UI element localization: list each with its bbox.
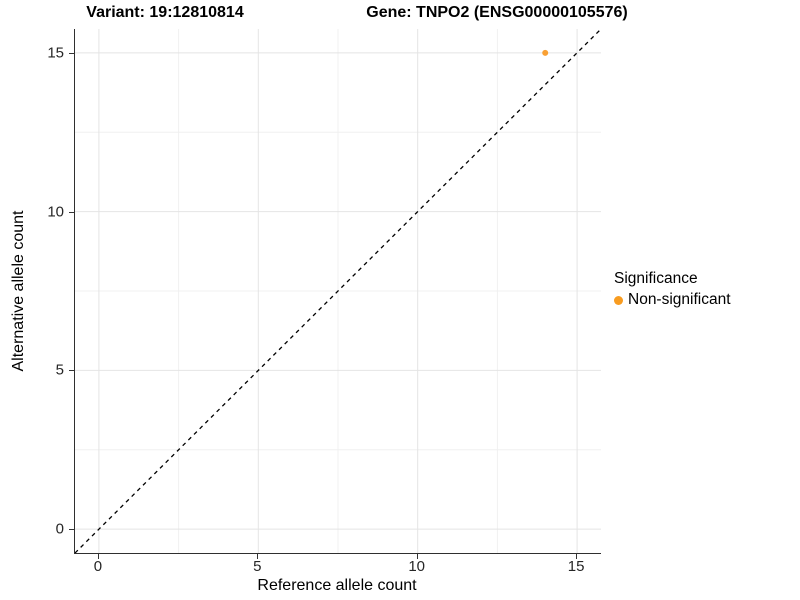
legend-circle-marker <box>614 295 623 305</box>
identity-line <box>75 29 601 553</box>
y-axis-title: Alternative allele count <box>10 210 27 372</box>
x-tick-label: 5 <box>253 558 262 575</box>
x-tick-mark <box>257 554 259 559</box>
gene-title: Gene: TNPO2 (ENSG00000105576) <box>366 4 628 21</box>
legend-item-label: Non-significant <box>628 291 731 308</box>
x-tick-mark <box>416 554 418 559</box>
plot-area <box>75 29 601 553</box>
y-tick-mark <box>69 52 74 54</box>
legend-item-non-significant: Non-significant <box>614 291 731 309</box>
legend-title: Significance <box>614 270 698 287</box>
y-tick-label: 10 <box>47 203 64 221</box>
plot-panel <box>74 29 601 554</box>
variant-title: Variant: 19:12810814 <box>86 4 244 21</box>
legend: Significance Non-significant <box>614 270 731 309</box>
data-point <box>542 49 549 56</box>
y-tick-label: 15 <box>47 44 64 62</box>
x-tick-label: 15 <box>567 558 585 575</box>
x-axis-title: Reference allele count <box>257 577 417 594</box>
x-tick-mark <box>576 554 578 559</box>
y-tick-mark <box>69 529 74 531</box>
x-tick-label: 0 <box>93 558 103 575</box>
y-tick-mark <box>69 211 74 213</box>
y-tick-label: 5 <box>55 361 64 379</box>
y-tick-mark <box>69 370 74 372</box>
y-tick-label: 0 <box>55 520 64 538</box>
x-tick-label: 10 <box>408 558 426 575</box>
x-tick-mark <box>97 554 99 559</box>
